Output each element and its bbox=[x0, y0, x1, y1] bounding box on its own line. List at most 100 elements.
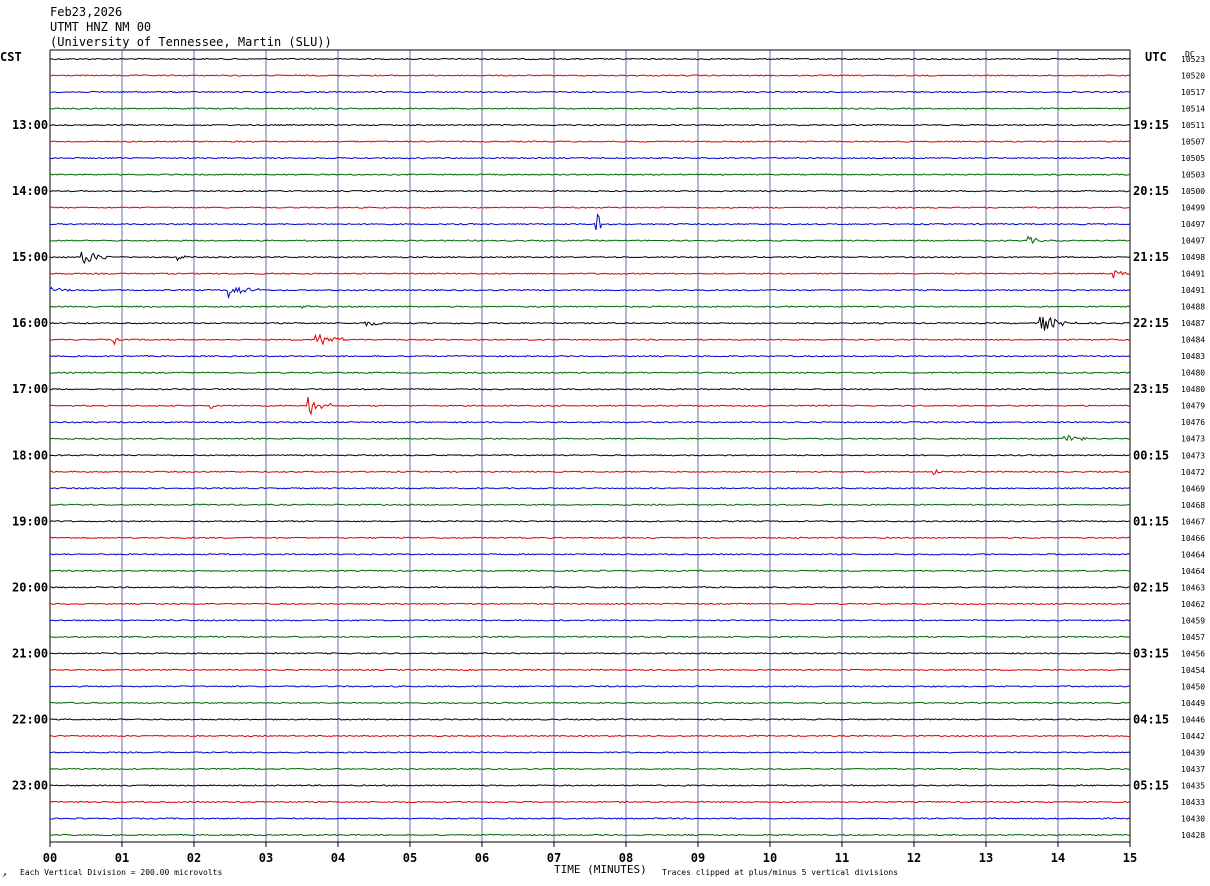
trace-line bbox=[49, 213, 1131, 231]
trace-line bbox=[49, 354, 1131, 358]
dc-offset-label: 10487 bbox=[1181, 319, 1205, 328]
dc-offset-label: 10454 bbox=[1181, 666, 1205, 675]
right-time-label: 01:15 bbox=[1133, 514, 1169, 528]
x-tick-label: 05 bbox=[403, 851, 417, 865]
dc-offset-label: 10514 bbox=[1181, 105, 1205, 114]
dc-offset-label: 10503 bbox=[1181, 171, 1205, 180]
dc-offset-label: 10488 bbox=[1181, 303, 1205, 312]
x-tick-label: 03 bbox=[259, 851, 273, 865]
dc-offset-label: 10468 bbox=[1181, 501, 1205, 510]
dc-offset-label: 10479 bbox=[1181, 402, 1205, 411]
x-tick-label: 06 bbox=[475, 851, 489, 865]
trace-line bbox=[49, 734, 1131, 738]
x-tick-label: 01 bbox=[115, 851, 129, 865]
dc-offset-label: 10462 bbox=[1181, 600, 1205, 609]
left-time-label: 20:00 bbox=[12, 580, 48, 594]
dc-offset-label: 10459 bbox=[1181, 616, 1205, 625]
left-time-label: 19:00 bbox=[12, 514, 48, 528]
x-tick-label: 02 bbox=[187, 851, 201, 865]
dc-offset-label: 10449 bbox=[1181, 699, 1205, 708]
x-tick-label: 09 bbox=[691, 851, 705, 865]
dc-offset-label: 10430 bbox=[1181, 814, 1205, 823]
left-time-label: 17:00 bbox=[12, 382, 48, 396]
trace-line bbox=[49, 74, 1131, 77]
right-time-label: 03:15 bbox=[1133, 646, 1169, 660]
left-time-label: 14:00 bbox=[12, 184, 48, 198]
right-time-label: 00:15 bbox=[1133, 448, 1169, 462]
x-tick-label: 15 bbox=[1123, 851, 1137, 865]
trace-line bbox=[49, 140, 1131, 143]
trace-line bbox=[49, 421, 1131, 424]
right-time-label: 19:15 bbox=[1133, 118, 1169, 132]
dc-offset-label: 10511 bbox=[1181, 121, 1205, 130]
plot-grid bbox=[49, 49, 1131, 843]
left-time-label: 18:00 bbox=[12, 448, 48, 462]
x-tick-label: 00 bbox=[43, 851, 57, 865]
trace-line bbox=[49, 503, 1131, 506]
trace-group bbox=[49, 57, 1131, 837]
dc-offset-label: 10476 bbox=[1181, 418, 1205, 427]
dc-offset-label: 10433 bbox=[1181, 798, 1205, 807]
dc-offset-label: 10456 bbox=[1181, 649, 1205, 658]
dc-offset-label: 10520 bbox=[1181, 72, 1205, 81]
right-time-label: 02:15 bbox=[1133, 580, 1169, 594]
x-tick-label: 04 bbox=[331, 851, 345, 865]
dc-offset-label: 10517 bbox=[1181, 88, 1205, 97]
x-tick-label: 10 bbox=[763, 851, 777, 865]
chart-station: UTMT HNZ NM 00 bbox=[50, 20, 151, 34]
right-time-label: 23:15 bbox=[1133, 382, 1169, 396]
right-zone-label: UTC bbox=[1145, 50, 1167, 64]
trace-line bbox=[49, 685, 1131, 688]
right-time-label: 20:15 bbox=[1133, 184, 1169, 198]
x-tick-label: 14 bbox=[1051, 851, 1065, 865]
right-time-label: 04:15 bbox=[1133, 712, 1169, 726]
dc-offset-label: 10497 bbox=[1181, 237, 1205, 246]
trace-line bbox=[49, 553, 1131, 556]
trace-line bbox=[49, 635, 1131, 639]
trace-line bbox=[49, 251, 1131, 265]
trace-line bbox=[49, 316, 1131, 331]
dc-offset-label: 10435 bbox=[1181, 781, 1205, 790]
dc-offset-label: 10505 bbox=[1181, 154, 1205, 163]
trace-line bbox=[49, 833, 1131, 837]
dc-offset-label: 10473 bbox=[1181, 451, 1205, 460]
x-tick-label: 07 bbox=[547, 851, 561, 865]
left-time-label: 13:00 bbox=[12, 118, 48, 132]
dc-offset-label: 10472 bbox=[1181, 468, 1205, 477]
trace-line bbox=[49, 619, 1131, 622]
trace-line bbox=[49, 434, 1131, 442]
dc-offset-label: 10491 bbox=[1181, 270, 1205, 279]
right-time-label: 05:15 bbox=[1133, 778, 1169, 792]
trace-line bbox=[49, 270, 1131, 279]
dc-offset-label: 10507 bbox=[1181, 138, 1205, 147]
trace-line bbox=[49, 57, 1131, 61]
trace-line bbox=[49, 286, 1131, 300]
dc-offset-label: 10464 bbox=[1181, 550, 1205, 559]
trace-line bbox=[49, 652, 1131, 655]
trace-line bbox=[49, 569, 1131, 573]
right-time-label: 21:15 bbox=[1133, 250, 1169, 264]
dc-offset-label: 10491 bbox=[1181, 286, 1205, 295]
left-time-label: 22:00 bbox=[12, 712, 48, 726]
dc-offset-label: 10523 bbox=[1181, 55, 1205, 64]
dc-offset-label: 10457 bbox=[1181, 633, 1205, 642]
trace-line bbox=[49, 333, 1131, 346]
left-time-label: 15:00 bbox=[12, 250, 48, 264]
dc-offset-label: 10484 bbox=[1181, 336, 1205, 345]
trace-line bbox=[49, 189, 1131, 193]
dc-offset-label: 10467 bbox=[1181, 517, 1205, 526]
x-tick-label: 13 bbox=[979, 851, 993, 865]
axis-labels: 00 01 02 03 04 05 06 07 08 09 10 11 12 13 14 15 13:00 14:… bbox=[12, 55, 1205, 865]
dc-offset-label: 10473 bbox=[1181, 435, 1205, 444]
trace-line bbox=[49, 468, 1131, 476]
left-time-label: 16:00 bbox=[12, 316, 48, 330]
trace-line bbox=[49, 235, 1131, 245]
trace-line bbox=[49, 454, 1131, 457]
left-zone-label: CST bbox=[0, 50, 22, 64]
dc-offset-label: 10480 bbox=[1181, 369, 1205, 378]
dc-offset-label: 10500 bbox=[1181, 187, 1205, 196]
dc-offset-label: 10499 bbox=[1181, 204, 1205, 213]
trace-line bbox=[49, 487, 1131, 490]
dc-offset-label: 10446 bbox=[1181, 715, 1205, 724]
